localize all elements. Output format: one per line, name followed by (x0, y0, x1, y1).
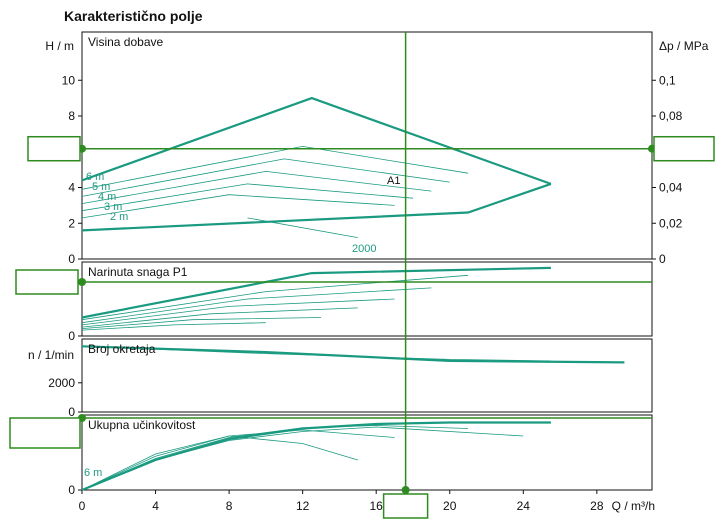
y-tick-label: 0 (68, 483, 75, 497)
q-marker-dot (401, 486, 410, 494)
x-tick-label: 12 (296, 499, 310, 513)
x-tick-label: 20 (443, 499, 457, 513)
panel-curve (81, 435, 358, 491)
panel-title: Broj okretaja (88, 342, 156, 356)
dp-readout-box (653, 135, 715, 162)
power-readout-box (15, 269, 79, 295)
y2-tick-label: 0,02 (659, 216, 683, 230)
head-readout-box (27, 135, 81, 162)
speed-curve (81, 145, 469, 190)
x-tick-label: 24 (517, 499, 531, 513)
panel-curve (81, 274, 469, 321)
rpm-label: 2000 (352, 243, 376, 255)
y-tick-label: 0 (68, 329, 75, 343)
panel-frame-2 (81, 261, 653, 337)
panel-frame-1 (81, 31, 653, 260)
speed-label: 4 m (98, 191, 116, 203)
speed-label: 6 m (86, 171, 104, 183)
min-speed-curve (81, 182, 552, 232)
operating-point-label: A1 (387, 175, 400, 187)
y-tick-label: 8 (68, 109, 75, 123)
panel-title: Ukupna učinkovitost (88, 418, 196, 432)
y-tick-label: 2 (68, 216, 75, 230)
y2-tick-label: 0,04 (659, 181, 683, 195)
x-tick-label: 4 (152, 499, 159, 513)
curve-label: 6 m (84, 467, 102, 479)
y2-tick-label: 0 (659, 252, 666, 266)
x-tick-label: 8 (226, 499, 233, 513)
power-marker-dot (78, 278, 86, 286)
speed-curve (81, 183, 414, 212)
panel-curve (81, 287, 432, 324)
q-readout-box (382, 493, 429, 519)
y2-axis-label: Δp / MPa (659, 39, 709, 53)
chart-title: Karakteristično polje (64, 8, 203, 24)
y-axis-label: n / 1/min (28, 348, 74, 362)
y-tick-label: 0 (68, 252, 75, 266)
x-tick-label: 16 (370, 499, 384, 513)
panel-curve (81, 317, 322, 329)
speed-curve (81, 170, 432, 204)
panel-curve (81, 266, 551, 319)
speed-label: 2 m (110, 211, 128, 223)
y-tick-label: 2000 (48, 376, 75, 390)
y-axis-label: H / m (45, 39, 74, 53)
panel-curve (81, 298, 395, 326)
eff-readout-box (9, 417, 81, 449)
speed-label: 5 m (92, 181, 110, 193)
y2-tick-label: 0,1 (659, 73, 676, 87)
speed-label: 3 m (104, 201, 122, 213)
panel-curve (81, 345, 625, 364)
panel-curve (81, 426, 524, 491)
y-tick-label: 4 (68, 181, 75, 195)
speed-curve (81, 194, 395, 219)
speed-curve (81, 158, 450, 197)
max-speed-curve (81, 96, 552, 185)
panel-curve (81, 345, 551, 362)
panel-curve (81, 322, 266, 331)
panel-title: Narinuta snaga P1 (88, 265, 188, 279)
y2-tick-label: 0,08 (659, 109, 683, 123)
panel-frame-4 (81, 414, 653, 491)
x-tick-label: 0 (79, 499, 86, 513)
x-axis-label: Q / m³/h (612, 499, 655, 513)
y-tick-label: 0 (68, 405, 75, 419)
panel-curve (81, 421, 551, 492)
rpm-curve-2000 (247, 217, 358, 238)
panel-frame-3 (81, 338, 653, 413)
panel-curve (81, 307, 358, 328)
x-tick-label: 28 (590, 499, 604, 513)
panel-title: Visina dobave (88, 35, 163, 49)
y-tick-label: 10 (62, 73, 76, 87)
